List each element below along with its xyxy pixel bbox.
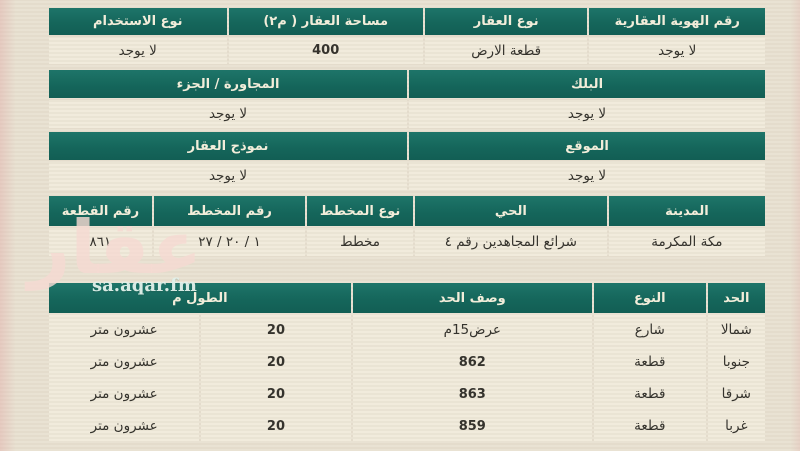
- boundary-south: جنوبا: [707, 347, 765, 377]
- header-location: الموقع: [409, 132, 765, 160]
- header-adjacency-part: المجاورة / الجزء: [49, 70, 407, 98]
- boundary-east-type: قطعة: [593, 379, 706, 409]
- value-plot-number: ٨٦١: [49, 228, 152, 256]
- property-info-table: رقم الهوية العقارية نوع العقار مساحة الع…: [49, 8, 765, 64]
- header-plan-type: نوع المخطط: [307, 196, 413, 226]
- header-district: الحي: [414, 196, 607, 226]
- value-city: مكة المكرمة: [608, 228, 765, 256]
- boundary-north: شمالا: [707, 315, 765, 345]
- header-city: المدينة: [608, 196, 765, 226]
- header-property-type: نوع العقار: [424, 8, 588, 35]
- value-usage-type: لا يوجد: [49, 37, 227, 64]
- boundary-south-length-text: عشرون متر: [49, 347, 200, 377]
- value-property-type: قطعة الارض: [424, 37, 588, 64]
- boundaries-table: الحد النوع وصف الحد الطول م شمالا شارع ع…: [49, 283, 765, 441]
- header-length-m: الطول م: [49, 283, 351, 313]
- header-property-model: نموذج العقار: [49, 132, 407, 160]
- plan-table: المدينة الحي نوع المخطط رقم المخطط رقم ا…: [49, 196, 765, 256]
- record-tables: رقم الهوية العقارية نوع العقار مساحة الع…: [49, 8, 765, 441]
- boundary-east-desc: 863: [352, 379, 592, 409]
- boundary-west-length-text: عشرون متر: [49, 411, 200, 441]
- header-boundary-desc: وصف الحد: [352, 283, 592, 313]
- block-table: البلك المجاورة / الجزء لا يوجد لا يوجد: [49, 70, 765, 128]
- boundary-east-length-num: 20: [201, 379, 351, 409]
- boundary-south-length-num: 20: [201, 347, 351, 377]
- boundary-west: غربا: [707, 411, 765, 441]
- boundary-north-length-num: 20: [201, 315, 351, 345]
- header-boundary-type: النوع: [593, 283, 706, 313]
- header-plan-number: رقم المخطط: [153, 196, 306, 226]
- boundary-north-desc: عرض15م: [352, 315, 592, 345]
- value-plan-type: مخطط: [307, 228, 413, 256]
- boundary-north-type: شارع: [593, 315, 706, 345]
- boundary-west-desc: 859: [352, 411, 592, 441]
- header-block: البلك: [409, 70, 765, 98]
- boundary-west-type: قطعة: [593, 411, 706, 441]
- header-property-id: رقم الهوية العقارية: [589, 8, 765, 35]
- header-property-area: مساحة العقار ( م٢): [228, 8, 423, 35]
- header-boundary: الحد: [707, 283, 765, 313]
- location-table: الموقع نموذج العقار لا يوجد لا يوجد: [49, 132, 765, 190]
- header-plot-number: رقم القطعة: [49, 196, 152, 226]
- value-district: شرائع المجاهدين رقم ٤: [414, 228, 607, 256]
- value-adjacency-part: لا يوجد: [49, 100, 407, 128]
- value-property-area: 400: [228, 37, 423, 64]
- value-block: لا يوجد: [409, 100, 765, 128]
- header-usage-type: نوع الاستخدام: [49, 8, 227, 35]
- value-location: لا يوجد: [409, 162, 765, 190]
- boundary-south-type: قطعة: [593, 347, 706, 377]
- boundary-west-length-num: 20: [201, 411, 351, 441]
- value-property-model: لا يوجد: [49, 162, 407, 190]
- value-plan-number: ١ / ٢٠ / ٢٧: [153, 228, 306, 256]
- value-property-id: لا يوجد: [589, 37, 765, 64]
- boundary-east: شرقا: [707, 379, 765, 409]
- boundary-east-length-text: عشرون متر: [49, 379, 200, 409]
- boundary-north-length-text: عشرون متر: [49, 315, 200, 345]
- boundary-south-desc: 862: [352, 347, 592, 377]
